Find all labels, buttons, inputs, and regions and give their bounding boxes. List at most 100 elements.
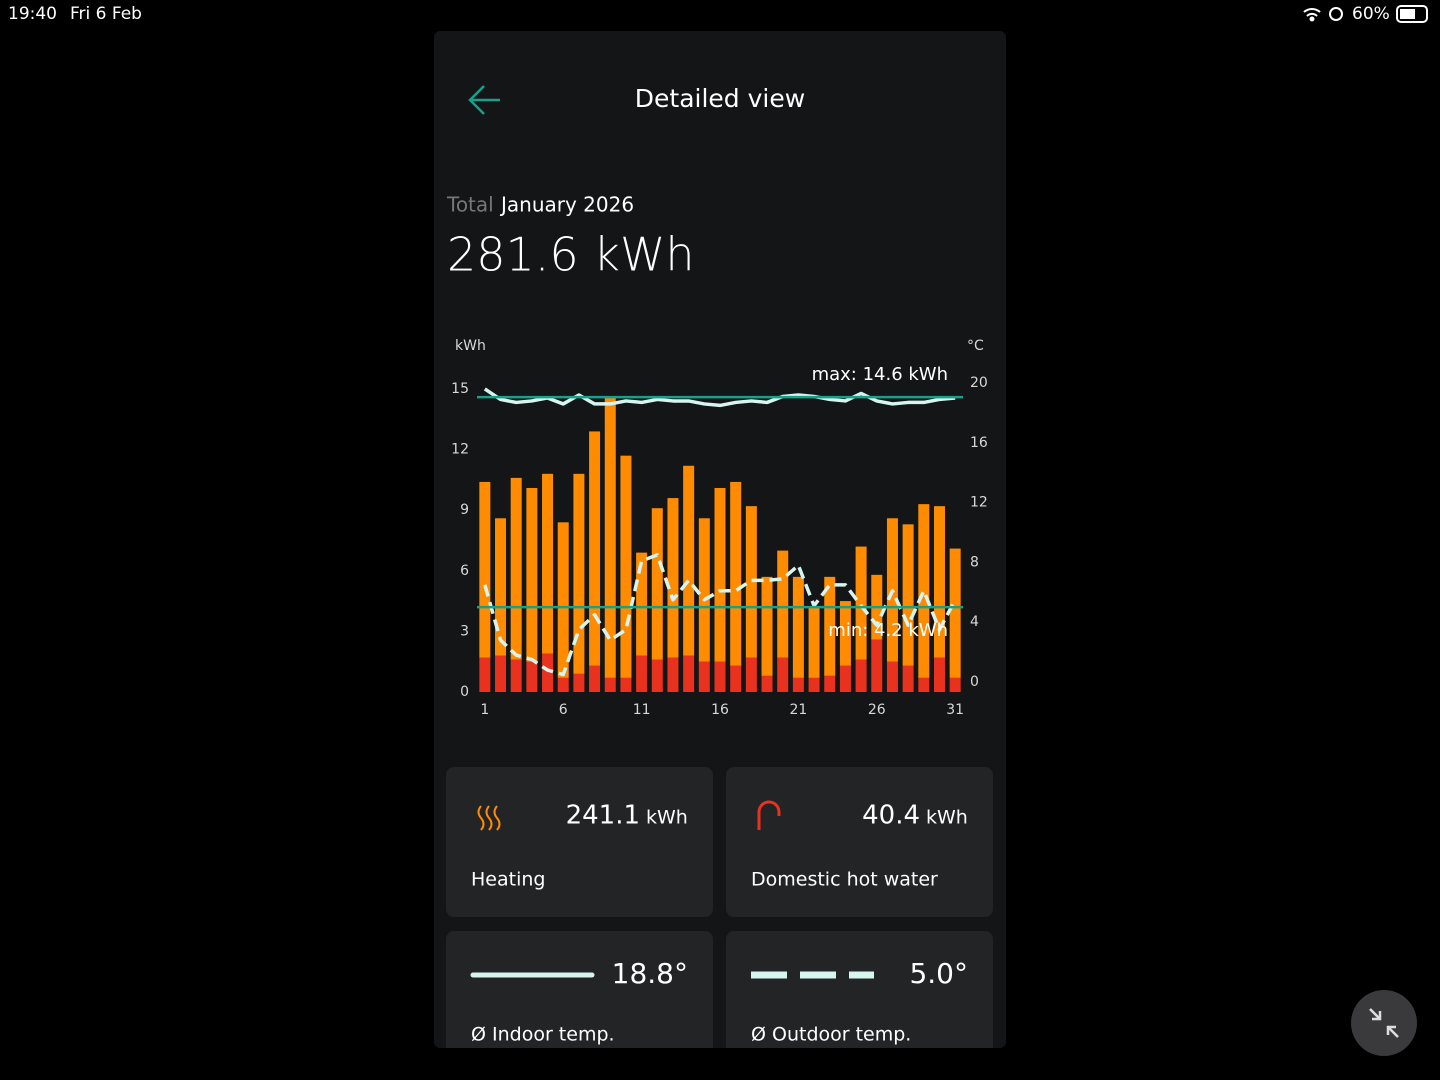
bar-segment [526, 661, 538, 692]
y-axis-label: kWh [455, 338, 486, 354]
card-unit: kWh [646, 807, 688, 829]
bar-segment [510, 477, 522, 660]
page-title: Detailed view [635, 84, 805, 113]
bar-segment [542, 473, 554, 654]
bar-segment [620, 455, 632, 678]
temp-line [483, 553, 957, 677]
y-tick-label: 12 [451, 442, 469, 458]
max-label: max: 14.6 kWh [812, 364, 948, 385]
bar-segment [573, 473, 585, 674]
bar-segment [495, 655, 507, 692]
x-tick-label: 16 [711, 702, 729, 718]
bar-segment [871, 639, 883, 692]
bar-segment [949, 548, 961, 678]
bar-segment [745, 657, 757, 692]
bar-segment [902, 524, 914, 666]
total-label: Total [446, 193, 494, 217]
bar-segment [730, 665, 742, 692]
y2-tick-label: 4 [970, 614, 979, 630]
minimize-button[interactable] [1351, 990, 1417, 1056]
bar-segment [714, 487, 726, 662]
y2-tick-label: 16 [970, 435, 988, 451]
bar-segment [479, 481, 491, 658]
app-panel: Detailed view Total January 2026 281.6 k… [434, 31, 1006, 1080]
x-tick-label: 6 [559, 702, 568, 718]
card-label: Ø Indoor temp. [471, 1024, 615, 1046]
y2-tick-label: 8 [970, 554, 979, 570]
bar-segment [620, 677, 632, 692]
bar-segment [495, 518, 507, 656]
card-value: 5.0° [909, 957, 968, 990]
bar-segment [573, 673, 585, 692]
card-label: Ø Outdoor temp. [751, 1024, 911, 1046]
bar-segment [667, 657, 679, 692]
bar-segment [510, 659, 522, 692]
x-tick-label: 26 [868, 702, 886, 718]
bar-segment [886, 661, 898, 692]
status-date: Fri 6 Feb [70, 4, 142, 24]
battery-level: 60% [1352, 4, 1390, 24]
y-tick-label: 0 [460, 684, 469, 700]
bar-segment [589, 665, 601, 692]
bar-segment [761, 576, 773, 676]
bar-segment [839, 665, 851, 692]
x-tick-label: 1 [480, 702, 489, 718]
y-tick-label: 6 [460, 563, 469, 579]
bar-segment [761, 675, 773, 692]
bar-segment [792, 576, 804, 678]
total-value: 281.6 kWh [447, 228, 695, 282]
bar-segment [808, 607, 820, 678]
bar-segment [933, 657, 945, 692]
bar-segment [557, 677, 569, 692]
card-heating[interactable]: 241.1 kWh Heating [446, 767, 713, 917]
x-tick-label: 31 [946, 702, 964, 718]
card-hot-water[interactable]: 40.4 kWh Domestic hot water [726, 767, 993, 917]
bar-segment [730, 481, 742, 666]
bar-segment [808, 677, 820, 692]
back-button[interactable] [468, 85, 500, 115]
bar-segment [526, 487, 538, 662]
bar-segment [792, 677, 804, 692]
y-tick-label: 9 [460, 502, 469, 518]
x-tick-label: 11 [633, 702, 651, 718]
bar-segment [745, 506, 757, 658]
bar-segment [557, 522, 569, 678]
bar-segment [777, 550, 789, 658]
status-icons [1303, 5, 1428, 23]
bar-segment [777, 657, 789, 692]
bar-segment [839, 601, 851, 666]
card-value: 241.1 [566, 801, 640, 831]
status-time: 19:40 [8, 4, 57, 24]
bar-segment [636, 655, 648, 692]
bar-segment [667, 498, 679, 658]
bar-segment [698, 661, 710, 692]
card-indoor[interactable]: 18.8° Ø Indoor temp. [446, 931, 713, 1080]
bar-segment [651, 659, 663, 692]
bar-segment [855, 659, 867, 692]
min-label: min: 4.2 kWh [828, 620, 948, 641]
bar-segment [714, 661, 726, 692]
card-outdoor[interactable]: 5.0° Ø Outdoor temp. [726, 931, 993, 1080]
bar-segment [824, 576, 836, 676]
period: January 2026 [499, 193, 634, 217]
card-label: Domestic hot water [751, 869, 938, 891]
bar-segment [651, 508, 663, 660]
card-value: 40.4 [862, 801, 920, 831]
x-tick-label: 21 [789, 702, 807, 718]
y2-tick-label: 12 [970, 495, 988, 511]
bar-segment [902, 665, 914, 692]
card-unit: kWh [926, 807, 968, 829]
bar-segment [542, 653, 554, 692]
temp-line [483, 387, 956, 408]
bar-segment [949, 677, 961, 692]
bar-segment [855, 546, 867, 660]
card-value: 18.8° [612, 957, 688, 990]
bar-segment [824, 675, 836, 692]
bar-segment [918, 504, 930, 678]
card-label: Heating [471, 869, 545, 891]
y-tick-label: 3 [460, 623, 469, 639]
bar-segment [683, 465, 695, 656]
